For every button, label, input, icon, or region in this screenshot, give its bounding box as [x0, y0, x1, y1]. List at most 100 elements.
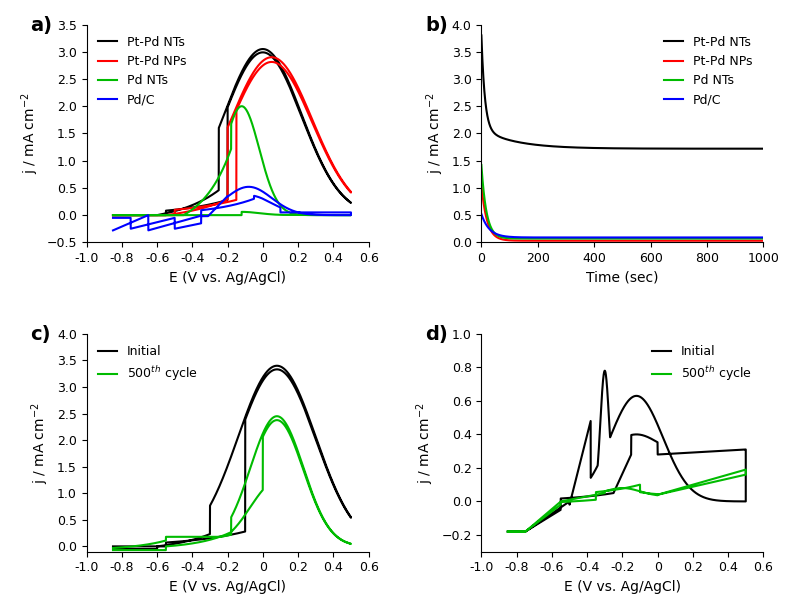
Pd NTs: [309, 211, 318, 219]
Pt-Pd NPs: [267, 53, 276, 61]
Pt-Pd NPs: [699, 237, 708, 245]
X-axis label: E (V vs. Ag/AgCl): E (V vs. Ag/AgCl): [169, 271, 286, 284]
Pt-Pd NTs: [258, 45, 268, 53]
Pt-Pd NPs: [312, 127, 322, 134]
Pt-Pd NPs: [751, 237, 760, 245]
Line: Pd NTs: Pd NTs: [113, 106, 351, 215]
500$^{th}$ cycle: [309, 492, 318, 499]
Y-axis label: j / mA cm$^{-2}$: j / mA cm$^{-2}$: [424, 93, 446, 174]
Line: Pd/C: Pd/C: [482, 214, 763, 237]
Pt-Pd NPs: [491, 233, 501, 240]
Initial: [614, 414, 623, 422]
Pd/C: [477, 210, 486, 218]
Legend: Initial, 500$^{th}$ cycle: Initial, 500$^{th}$ cycle: [648, 340, 757, 388]
Line: Pt-Pd NPs: Pt-Pd NPs: [113, 57, 351, 215]
Pt-Pd NTs: [312, 149, 322, 156]
Pd/C: [146, 226, 156, 233]
Initial: [682, 481, 692, 489]
Pd NTs: [237, 102, 246, 110]
Pd NTs: [751, 235, 760, 242]
Text: a): a): [30, 16, 52, 35]
Pd/C: [606, 234, 615, 241]
X-axis label: E (V vs. Ag/AgCl): E (V vs. Ag/AgCl): [169, 580, 286, 594]
Pt-Pd NTs: [123, 211, 132, 219]
Pt-Pd NPs: [146, 211, 156, 219]
Pt-Pd NTs: [750, 145, 759, 153]
Pt-Pd NPs: [334, 172, 344, 180]
Initial: [238, 528, 248, 536]
Initial: [619, 405, 628, 412]
Pd/C: [491, 230, 501, 237]
Pd/C: [123, 221, 132, 228]
500$^{th}$ cycle: [507, 528, 516, 535]
Pt-Pd NPs: [708, 237, 717, 245]
Pd/C: [238, 199, 248, 206]
500$^{th}$ cycle: [109, 546, 118, 554]
Text: c): c): [30, 325, 50, 344]
Pd NTs: [109, 211, 118, 219]
Line: Pt-Pd NTs: Pt-Pd NTs: [482, 36, 763, 149]
Pd/C: [614, 234, 623, 241]
Pd NTs: [238, 208, 248, 216]
Line: Pt-Pd NTs: Pt-Pd NTs: [113, 49, 351, 215]
Pd NTs: [312, 211, 322, 219]
Initial: [507, 528, 516, 535]
Pd/C: [334, 211, 344, 219]
500$^{th}$ cycle: [716, 476, 726, 484]
500$^{th}$ cycle: [682, 484, 692, 492]
Pd/C: [759, 234, 768, 241]
Pd/C: [244, 183, 253, 191]
Initial: [309, 426, 318, 433]
Pt-Pd NTs: [238, 69, 248, 76]
Pd/C: [109, 227, 118, 234]
Pd NTs: [123, 211, 132, 219]
Pd NTs: [477, 161, 486, 169]
Pt-Pd NTs: [759, 145, 768, 153]
500$^{th}$ cycle: [109, 544, 118, 552]
Line: Initial: Initial: [508, 371, 746, 531]
Pd NTs: [146, 211, 156, 219]
Initial: [716, 497, 726, 504]
Line: Pd/C: Pd/C: [113, 187, 351, 230]
500$^{th}$ cycle: [619, 484, 628, 492]
Pd NTs: [109, 211, 118, 219]
Pt-Pd NTs: [109, 211, 118, 219]
Line: Initial: Initial: [113, 366, 351, 549]
Y-axis label: j / mA cm$^{-2}$: j / mA cm$^{-2}$: [30, 402, 51, 484]
Legend: Initial, 500$^{th}$ cycle: Initial, 500$^{th}$ cycle: [93, 340, 202, 388]
Pt-Pd NTs: [109, 211, 118, 219]
Pd/C: [758, 234, 767, 241]
Initial: [334, 493, 344, 500]
500$^{th}$ cycle: [503, 528, 512, 535]
Initial: [616, 409, 626, 416]
500$^{th}$ cycle: [146, 540, 156, 547]
Pt-Pd NPs: [751, 237, 760, 245]
Pd/C: [309, 211, 318, 218]
Pt-Pd NTs: [614, 145, 623, 152]
Line: 500$^{th}$ cycle: 500$^{th}$ cycle: [508, 470, 746, 531]
500$^{th}$ cycle: [272, 413, 282, 420]
Initial: [600, 367, 609, 375]
Pt-Pd NPs: [123, 211, 132, 219]
Initial: [109, 543, 118, 550]
Pd NTs: [614, 235, 623, 242]
Pd NTs: [679, 235, 689, 242]
Y-axis label: j / mA cm$^{-2}$: j / mA cm$^{-2}$: [19, 93, 41, 174]
Initial: [109, 546, 118, 553]
500$^{th}$ cycle: [312, 501, 322, 509]
Pt-Pd NTs: [606, 145, 615, 152]
Y-axis label: j / mA cm$^{-2}$: j / mA cm$^{-2}$: [414, 402, 436, 484]
Line: Pd NTs: Pd NTs: [482, 165, 763, 238]
500$^{th}$ cycle: [123, 543, 132, 550]
Initial: [123, 543, 132, 550]
Pd/C: [751, 234, 760, 241]
Pt-Pd NPs: [759, 237, 768, 245]
Pt-Pd NPs: [309, 118, 318, 125]
500$^{th}$ cycle: [741, 466, 751, 473]
Initial: [503, 528, 512, 535]
Pt-Pd NTs: [146, 211, 156, 219]
Pd/C: [699, 234, 708, 241]
Initial: [312, 436, 322, 444]
Pt-Pd NPs: [109, 211, 118, 219]
Text: d): d): [425, 325, 448, 344]
